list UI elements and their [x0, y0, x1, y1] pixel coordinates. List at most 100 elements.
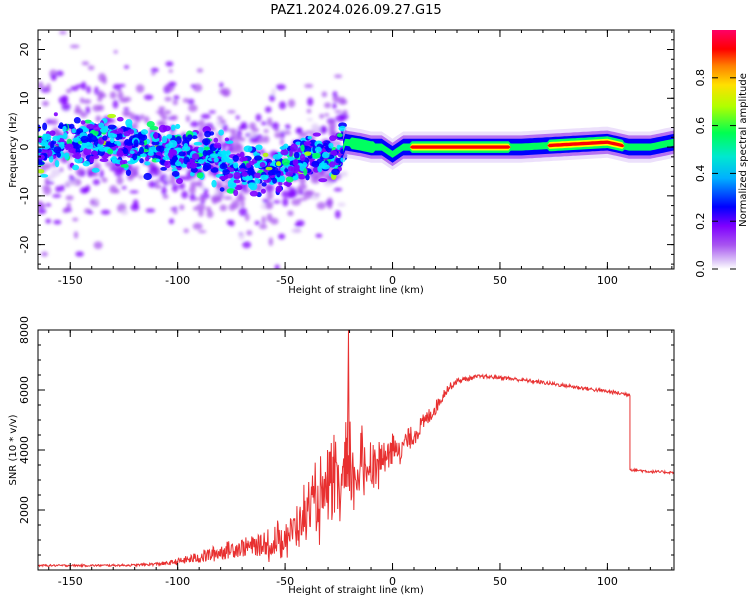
spectrogram-frame — [37, 29, 675, 270]
band-blob — [155, 158, 161, 163]
spectrogram-x-tick-label: -150 — [58, 274, 83, 287]
noise-blob — [164, 96, 172, 102]
band-blob — [253, 172, 262, 179]
spectrogram-y-tick-label: 0 — [18, 144, 31, 151]
band-blob — [86, 123, 95, 129]
band-blob — [260, 174, 269, 181]
noise-blob — [179, 204, 185, 211]
band-blob — [300, 144, 305, 152]
noise-blob — [50, 118, 59, 126]
snr-series-line — [38, 330, 674, 569]
noise-blob — [161, 114, 168, 121]
spectrogram-x-tick-label: -100 — [165, 274, 190, 287]
noise-blob — [245, 132, 251, 138]
band-blob — [82, 160, 90, 167]
noise-blob — [313, 193, 320, 197]
noise-blob — [284, 130, 291, 135]
noise-blob — [154, 184, 162, 189]
noise-blob — [315, 233, 323, 238]
noise-blob — [262, 135, 270, 144]
noise-blob — [333, 187, 343, 192]
spectrogram-y-tick-label: 20 — [18, 43, 31, 57]
snr-x-tick-label: 50 — [493, 575, 507, 588]
band-blob — [85, 142, 94, 150]
band-blob — [155, 151, 162, 156]
band-blob — [233, 179, 241, 184]
noise-blob — [121, 185, 127, 190]
colorbar-label: Normalized spectral amplitude — [738, 73, 749, 227]
band-blob — [247, 167, 255, 175]
noise-blob — [148, 181, 157, 188]
snr-x-tick-label: -150 — [58, 575, 83, 588]
band-blob — [125, 118, 133, 127]
band-blob — [204, 130, 212, 138]
noise-blob — [264, 183, 275, 193]
noise-blob — [248, 131, 257, 138]
band-blob — [66, 138, 73, 145]
noise-blob — [316, 201, 326, 210]
noise-blob — [171, 183, 179, 193]
noise-blob — [274, 132, 282, 139]
band-blob — [53, 146, 62, 154]
noise-blob — [287, 210, 294, 217]
noise-blob — [155, 178, 160, 185]
noise-blob — [192, 222, 203, 230]
band-blob — [120, 163, 129, 168]
band-blob — [307, 135, 312, 140]
noise-blob — [75, 251, 84, 257]
noise-blob — [92, 179, 100, 186]
noise-blob — [156, 120, 164, 126]
noise-blob — [244, 213, 250, 222]
band-blob — [241, 171, 248, 177]
band-blob — [213, 137, 219, 143]
noise-blob — [45, 203, 52, 207]
band-blob — [181, 145, 191, 152]
noise-blob — [298, 183, 307, 191]
noise-blob — [116, 176, 124, 185]
band-blob — [52, 135, 61, 142]
noise-blob — [120, 209, 129, 216]
noise-blob — [62, 208, 69, 214]
noise-blob — [261, 216, 266, 225]
band-blob — [39, 174, 49, 178]
spectrogram-y-tick-label: 10 — [18, 91, 31, 105]
noise-blob — [259, 223, 268, 230]
noise-blob — [81, 61, 90, 66]
noise-blob — [109, 91, 117, 99]
band-blob — [227, 182, 237, 189]
band-blob — [213, 157, 219, 163]
noise-blob — [298, 131, 308, 138]
noise-blob — [155, 110, 164, 114]
band-blob — [241, 181, 248, 186]
band-blob — [255, 144, 263, 151]
noise-blob — [88, 170, 93, 178]
band-blob — [117, 127, 124, 136]
band-blob — [190, 167, 198, 173]
noise-blob — [95, 115, 102, 123]
band-blob — [234, 185, 243, 191]
spectrogram-x-label: Height of straight line (km) — [288, 285, 424, 296]
band-blob — [190, 162, 198, 169]
noise-blob — [65, 195, 74, 201]
noise-blob — [311, 126, 321, 134]
spectrogram-heatmap — [38, 30, 674, 269]
band-blob — [331, 168, 340, 176]
noise-blob — [129, 190, 139, 194]
noise-blob — [61, 102, 71, 111]
band-blob — [140, 153, 147, 158]
band-blob — [38, 148, 42, 153]
band-blob — [102, 135, 108, 141]
noise-blob — [208, 110, 216, 114]
band-blob — [158, 145, 165, 153]
band-blob — [275, 185, 282, 193]
band-blob — [267, 170, 274, 176]
colorbar-tick-label: 0.6 — [694, 117, 707, 135]
band-blob — [226, 159, 234, 164]
noise-blob — [217, 135, 223, 144]
noise-blob — [173, 95, 180, 100]
band-blob — [38, 168, 45, 174]
band-blob — [202, 138, 211, 146]
spectrogram-x-tick-label: 0 — [389, 274, 396, 287]
noise-blob — [197, 130, 205, 140]
